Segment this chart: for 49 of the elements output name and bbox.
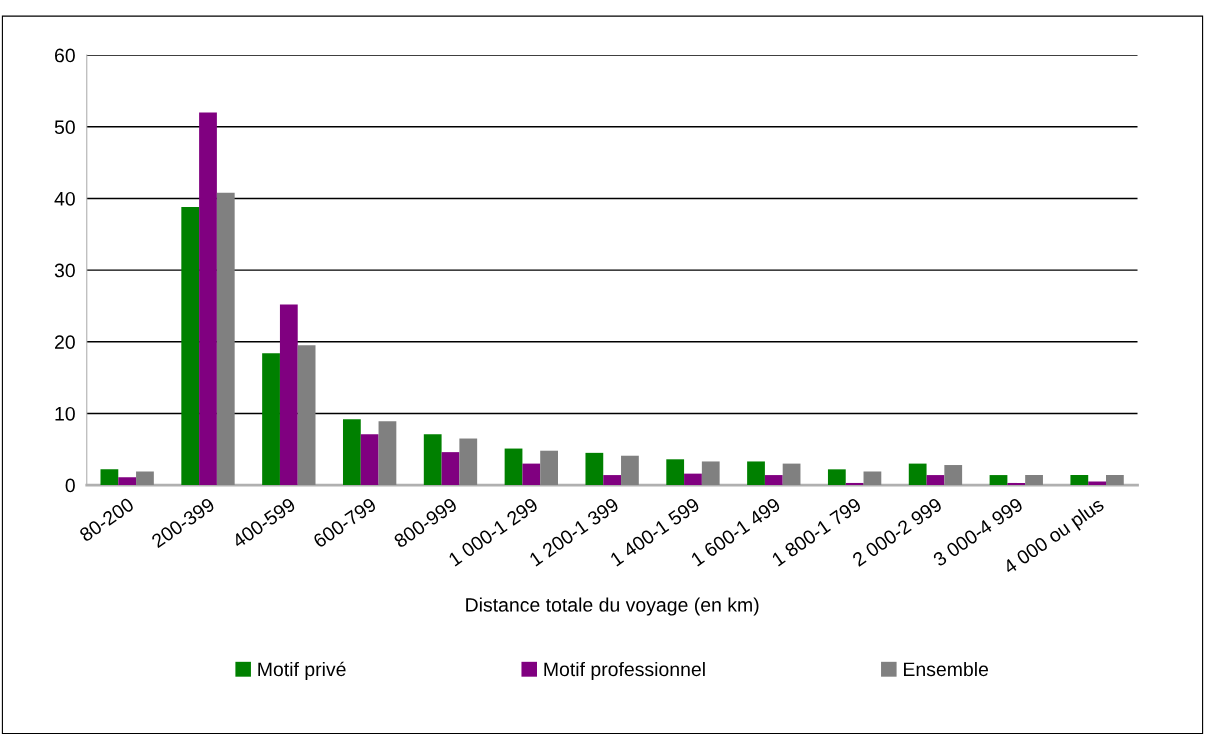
bar xyxy=(378,421,397,486)
bar xyxy=(747,461,765,486)
bar xyxy=(827,469,846,486)
bar xyxy=(944,465,963,486)
bar xyxy=(585,452,604,486)
bar xyxy=(216,192,235,486)
bar xyxy=(845,482,864,486)
bar xyxy=(522,463,541,486)
legend-label: Ensemble xyxy=(904,661,989,677)
x-axis-title: Distance totale du voyage (en km) xyxy=(466,597,759,616)
bar xyxy=(603,475,622,486)
bar xyxy=(199,112,217,486)
bar xyxy=(423,434,442,486)
bar xyxy=(908,463,927,486)
bar xyxy=(701,461,720,486)
bar xyxy=(666,459,685,486)
bar xyxy=(262,353,280,486)
bar xyxy=(342,419,361,486)
y-tick-label: 20 xyxy=(55,335,75,350)
bar xyxy=(1070,475,1089,486)
y-tick-label: 60 xyxy=(55,48,75,63)
bar xyxy=(1025,475,1043,486)
bar xyxy=(684,473,702,486)
y-tick-label: 10 xyxy=(55,406,75,421)
bar xyxy=(863,471,882,486)
y-tick-label: 50 xyxy=(54,120,75,135)
bar xyxy=(621,455,639,486)
legend-label: Motif privé xyxy=(258,661,346,681)
bar xyxy=(782,463,801,486)
bar xyxy=(100,469,119,486)
bar xyxy=(540,450,558,486)
y-tick-label: 0 xyxy=(65,478,75,493)
bar xyxy=(1007,482,1026,486)
bar xyxy=(1106,475,1124,486)
bar xyxy=(989,475,1008,486)
legend-label: Motif professionnel xyxy=(544,661,705,681)
bar xyxy=(279,304,298,486)
y-tick-label: 40 xyxy=(54,191,75,206)
bar xyxy=(181,207,200,486)
bar xyxy=(926,475,945,486)
y-tick-label: 30 xyxy=(54,263,75,278)
bar xyxy=(764,475,783,486)
bar xyxy=(136,471,154,486)
bar xyxy=(441,452,460,486)
bar xyxy=(297,345,316,486)
bar xyxy=(459,438,478,486)
bar xyxy=(118,477,137,486)
bar xyxy=(360,434,379,486)
bar xyxy=(504,448,523,486)
